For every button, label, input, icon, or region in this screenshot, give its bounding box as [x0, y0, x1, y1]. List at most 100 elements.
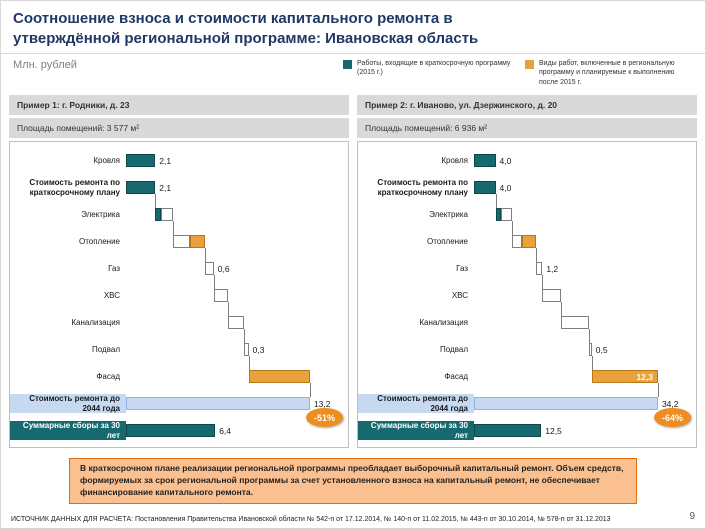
chart-area: Кровля 2,1 Стоимость ремонта по краткосроч…	[9, 141, 349, 448]
bar-segment	[511, 235, 523, 248]
waterfall-connector	[542, 275, 544, 289]
category-label: Подвал	[92, 344, 120, 354]
category-label: Электрика	[429, 209, 468, 219]
bar-segment	[248, 370, 310, 383]
bar-track	[126, 221, 345, 255]
chart-row: Кровля 2,1	[10, 147, 345, 174]
bar-segment	[155, 208, 161, 221]
chart-row: Канализация	[358, 302, 693, 336]
panel-example-1: Пример 1: г. Родники, д. 23 Площадь поме…	[9, 95, 349, 448]
percent-badge: -64%	[654, 408, 691, 427]
slide-header: Соотношение взноса и стоимости капитальн…	[1, 1, 705, 54]
waterfall-connector	[155, 194, 157, 208]
bar-value-label: 34,2	[661, 399, 679, 409]
waterfall-connector	[561, 302, 563, 316]
category-label: Суммарные сборы за 30 лет	[10, 421, 126, 440]
bar-segment	[561, 316, 590, 329]
category-label: Стоимость ремонта по краткосрочному план…	[29, 177, 120, 197]
bar-segment	[244, 343, 249, 356]
legend-swatch-shortterm-icon	[343, 60, 352, 69]
legend-item-shortterm: Работы, входящие в краткосрочную програм…	[343, 59, 511, 87]
bar-track: 4,0	[474, 147, 693, 174]
panel-subtitle: Площадь помещений: 6 936 м²	[357, 118, 697, 138]
bar-segment	[474, 424, 542, 437]
category-label: Стоимость ремонта по краткосрочному план…	[377, 177, 468, 197]
bar-track	[126, 275, 345, 309]
category-label: Электрика	[81, 209, 120, 219]
bar-segment	[213, 289, 228, 302]
waterfall-connector	[589, 329, 591, 343]
bar-track: 13,2	[126, 383, 345, 417]
chart-row: Канализация	[10, 302, 345, 336]
panels: Пример 1: г. Родники, д. 23 Площадь поме…	[9, 95, 697, 448]
bar-segment	[190, 235, 206, 248]
bar-track: 1,2	[474, 248, 693, 282]
bar-track	[126, 194, 345, 228]
bar-segment	[589, 343, 592, 356]
chart-row: Кровля 4,0	[358, 147, 693, 174]
waterfall-connector	[511, 221, 513, 235]
panel-example-2: Пример 2: г. Иваново, ул. Дзержинского, …	[357, 95, 697, 448]
chart-row: Подвал 0,3	[10, 329, 345, 363]
bar-track: 6,4	[126, 417, 345, 444]
chart-row: Стоимость ремонта по краткосрочному план…	[10, 174, 345, 201]
category-label: Кровля	[93, 155, 120, 165]
waterfall-connector	[205, 248, 207, 262]
waterfall-connector	[227, 302, 229, 316]
bar-segment	[495, 208, 501, 221]
bar-track: 12,5	[474, 417, 693, 444]
chart-row: ХВС	[10, 275, 345, 309]
bar-value-label: 12,5	[545, 426, 562, 436]
bar-segment	[522, 235, 536, 248]
bar-track	[126, 302, 345, 336]
bar-track	[474, 302, 693, 336]
bar-track	[474, 194, 693, 228]
legend-item-label: Работы, входящие в краткосрочную програм…	[357, 60, 511, 77]
waterfall-connector	[248, 356, 250, 370]
footer-source: ИСТОЧНИК ДАННЫХ ДЛЯ РАСЧЕТА: Постановлен…	[11, 515, 611, 523]
panel-title: Пример 2: г. Иваново, ул. Дзержинского, …	[357, 95, 697, 115]
bar-track	[474, 221, 693, 255]
bar-track: 2,1	[126, 174, 345, 201]
bar-segment	[160, 208, 174, 221]
page-number: 9	[689, 511, 695, 522]
chart-row: Электрика	[358, 194, 693, 228]
bar-track: 2,1	[126, 147, 345, 174]
bar-segment	[227, 316, 245, 329]
category-label: Отопление	[426, 236, 468, 246]
panel-subtitle: Площадь помещений: 3 577 м²	[9, 118, 349, 138]
bar-value-label: 4,0	[499, 156, 512, 166]
category-label: Фасад	[96, 371, 120, 381]
chart-row: Фасад 12,3	[358, 356, 693, 390]
bar-value-label: 13,2	[313, 399, 331, 409]
chart-row: Стоимость ремонта до 2044 года 13,2	[10, 383, 345, 417]
bar-track	[474, 275, 693, 309]
percent-badge: -51%	[306, 408, 343, 427]
category-label: Отопление	[78, 236, 120, 246]
units-label: Млн. рублей	[13, 59, 77, 71]
chart-row: Стоимость ремонта до 2044 года 34,2	[358, 383, 693, 417]
meta-row: Млн. рублей Работы, входящие в краткосро…	[13, 59, 693, 91]
bar-track: 0,5	[474, 329, 693, 363]
chart-row: Электрика	[10, 194, 345, 228]
chart-row: Суммарные сборы за 30 лет 12,5	[358, 417, 693, 444]
legend: Работы, входящие в краткосрочную програм…	[343, 59, 693, 87]
waterfall-connector	[309, 383, 311, 397]
category-label: Газ	[108, 263, 120, 273]
chart-row: Подвал 0,5	[358, 329, 693, 363]
bar-track: 12,3	[474, 356, 693, 390]
chart-row: Суммарные сборы за 30 лет 6,4	[10, 417, 345, 444]
bar-segment	[591, 370, 658, 383]
bar-track: 0,3	[126, 329, 345, 363]
bar-segment	[126, 181, 156, 194]
bar-value-label: 2,1	[159, 183, 172, 193]
bar-segment	[126, 154, 156, 167]
bar-value-label: 4,0	[499, 183, 512, 193]
bar-track	[126, 356, 345, 390]
waterfall-connector	[244, 329, 246, 343]
category-label: ХВС	[103, 290, 120, 300]
bar-segment	[535, 262, 543, 275]
waterfall-chart: Кровля 2,1 Стоимость ремонта по краткосроч…	[10, 147, 345, 444]
waterfall-chart: Кровля 4,0 Стоимость ремонта по краткосроч…	[358, 147, 693, 444]
